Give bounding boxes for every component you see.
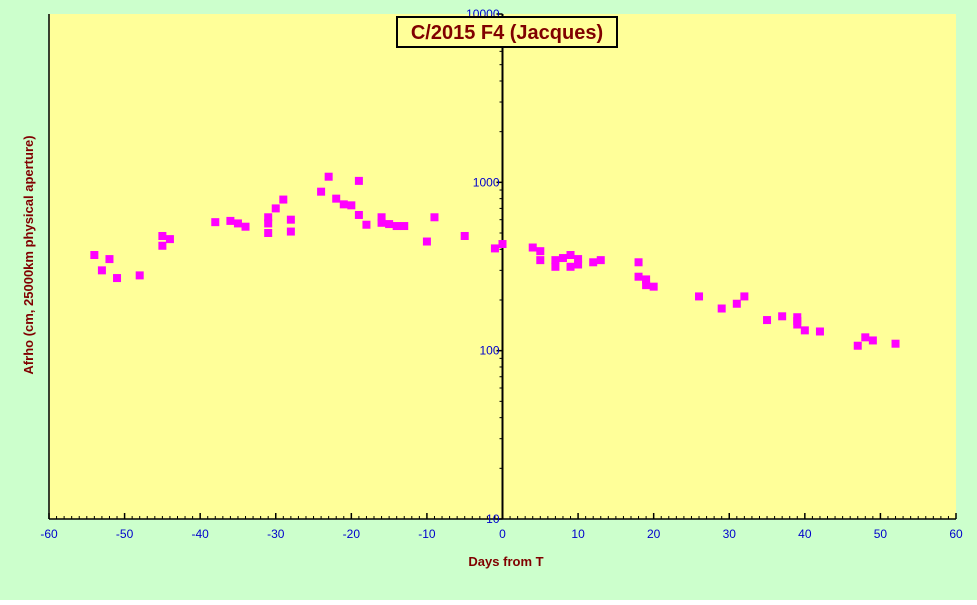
data-point [279, 195, 288, 204]
data-point [400, 222, 409, 231]
data-point [740, 292, 749, 301]
data-point [695, 292, 704, 301]
data-point [551, 262, 560, 271]
data-point [891, 339, 900, 348]
data-point [422, 237, 431, 246]
data-point [211, 218, 220, 227]
chart-title: C/2015 F4 (Jacques) [411, 22, 603, 44]
x-tick-label: 10 [571, 527, 585, 541]
y-axis-title: Afrho (cm, 25000km physical aperture) [21, 135, 36, 374]
data-point [717, 304, 726, 313]
data-point [558, 254, 567, 263]
x-tick-label: -60 [40, 527, 58, 541]
data-point [324, 172, 333, 181]
data-point [589, 258, 598, 267]
data-point [732, 299, 741, 308]
data-point [339, 200, 348, 209]
x-tick-label: -50 [116, 527, 134, 541]
data-point [815, 327, 824, 336]
data-point [574, 255, 583, 264]
data-point [264, 219, 273, 228]
x-tick-label: -20 [343, 527, 361, 541]
data-point [596, 256, 605, 265]
y-tick-label: 1000 [473, 175, 500, 189]
data-point [317, 187, 326, 196]
x-tick-label: 60 [949, 527, 963, 541]
data-point [377, 213, 386, 222]
x-axis-title: Days from T [468, 554, 543, 569]
data-point [97, 266, 106, 275]
data-point [362, 220, 371, 229]
x-tick-label: -30 [267, 527, 285, 541]
data-point [90, 251, 99, 260]
x-tick-label: -10 [418, 527, 436, 541]
data-point [385, 220, 394, 229]
data-point [105, 255, 114, 264]
data-point [354, 210, 363, 219]
data-point [113, 274, 122, 283]
data-point [392, 222, 401, 231]
data-point [286, 215, 295, 224]
data-point [763, 316, 772, 325]
data-point [233, 219, 242, 228]
data-point [528, 243, 537, 252]
data-point [551, 256, 560, 265]
data-point [165, 235, 174, 244]
data-point [490, 244, 499, 253]
x-axis-ticks: -60 -50 -40 -30 -20 -10 0 10 20 30 40 50 60 [40, 513, 963, 541]
data-point [264, 213, 273, 222]
data-point [241, 222, 250, 231]
x-tick-label: 40 [798, 527, 812, 541]
data-point [354, 176, 363, 185]
x-tick-label: 30 [723, 527, 737, 541]
data-point [377, 218, 386, 227]
data-point [868, 336, 877, 345]
x-tick-label: 0 [499, 527, 506, 541]
data-point [634, 272, 643, 281]
y-tick-label: 10 [486, 512, 500, 526]
data-point [861, 333, 870, 342]
data-point [158, 231, 167, 240]
y-tick-label: 100 [479, 344, 499, 358]
data-point [566, 262, 575, 271]
x-tick-label: 50 [874, 527, 888, 541]
data-point [800, 326, 809, 335]
data-point [574, 260, 583, 269]
data-point [536, 256, 545, 265]
data-point [226, 216, 235, 225]
data-point [332, 194, 341, 203]
title-frame [396, 16, 618, 48]
data-point [498, 240, 507, 249]
data-point [286, 227, 295, 236]
data-point [642, 281, 651, 290]
data-point [642, 275, 651, 284]
data-point [264, 229, 273, 238]
x-tick-label: -40 [191, 527, 209, 541]
chart-title-box: C/2015 F4 (Jacques) [396, 16, 618, 48]
data-point [460, 231, 469, 240]
data-point [271, 204, 280, 213]
x-tick-label: 20 [647, 527, 661, 541]
data-point [430, 213, 439, 222]
data-point [853, 341, 862, 350]
data-point [536, 247, 545, 256]
data-point [649, 282, 658, 291]
data-point [634, 258, 643, 267]
data-point [135, 271, 144, 280]
data-point [793, 320, 802, 329]
data-point [566, 251, 575, 260]
data-points [90, 172, 900, 350]
data-point [347, 201, 356, 210]
data-point [158, 241, 167, 250]
data-point [778, 312, 787, 321]
